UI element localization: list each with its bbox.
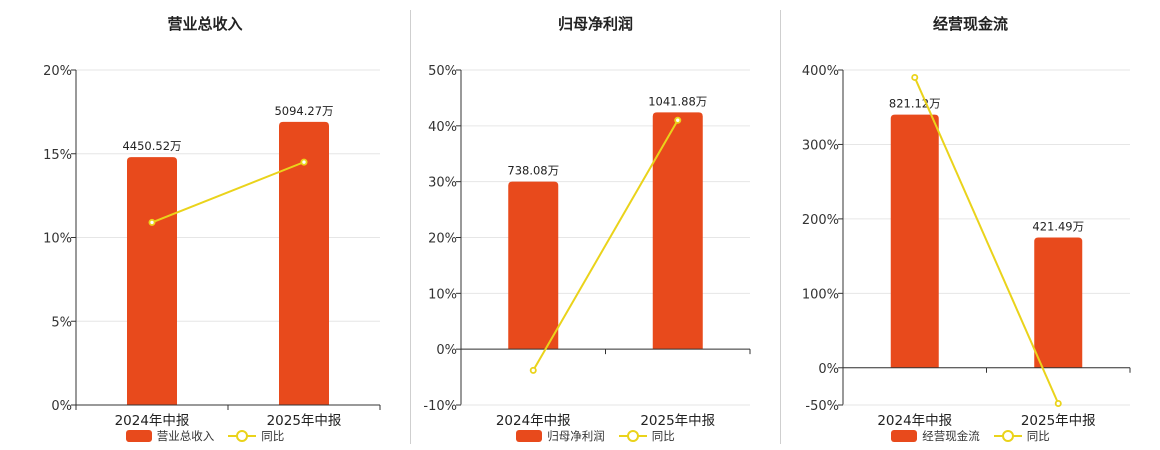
y-tick-label: 5%: [51, 315, 72, 330]
chart-panel-cash-flow: 经营现金流 -50% 0% 100% 200% 300% 400% 821.12万 421.4…: [781, 0, 1160, 450]
yoy-line: [913, 77, 1060, 404]
y-tick-label: 40%: [428, 120, 457, 135]
yoy-point: [674, 116, 682, 124]
legend-line-swatch: [993, 430, 1022, 442]
x-tick-label: 2024年中报: [115, 413, 190, 429]
y-tick-label: 10%: [428, 287, 457, 302]
y-tick-label: 10%: [43, 232, 72, 247]
yoy-line: [151, 161, 305, 224]
yoy-point: [148, 218, 156, 226]
y-tick-label: -50%: [805, 399, 839, 414]
legend-line-label: 同比: [1026, 429, 1050, 443]
x-tick-label: 2025年中报: [1021, 413, 1096, 429]
y-tick-label: 30%: [428, 176, 457, 191]
legend-bar-label: 归母净利润: [547, 429, 605, 443]
legend-bar-label: 经营现金流: [922, 429, 980, 443]
y-tick-label: 100%: [802, 287, 839, 302]
chart-panel-revenue: 营业总收入 0% 5% 10% 15% 20% 4450.52万 5094.27万 2024年…: [0, 0, 410, 450]
yoy-point: [1054, 400, 1062, 408]
legend: 归母净利润 同比: [411, 428, 780, 444]
x-tick-label: 2024年中报: [877, 413, 952, 429]
bar-data-label: 821.12万: [889, 97, 941, 111]
yoy-line: [532, 119, 679, 371]
y-tick-label: 20%: [43, 64, 72, 79]
yoy-point: [529, 366, 537, 374]
bar-data-label: 421.49万: [1032, 220, 1084, 234]
y-tick-label: -10%: [423, 399, 457, 414]
chart-title: 归母净利润: [557, 15, 633, 33]
bar-data-label: 4450.52万: [122, 139, 181, 153]
chart-title: 经营现金流: [932, 15, 1008, 33]
y-tick-label: 300%: [802, 138, 839, 153]
legend-line-label: 同比: [261, 429, 285, 443]
legend-bar-label: 营业总收入: [156, 429, 215, 443]
chart-svg: -10% 0% 10% 20% 30% 40% 50% 738.08万 1041.88万 2024…: [423, 64, 751, 429]
legend-bar-swatch: [891, 430, 918, 442]
bar: [279, 121, 329, 406]
bar: [508, 181, 559, 350]
x-tick-label: 2025年中报: [640, 413, 715, 429]
legend-bar-swatch: [125, 430, 152, 442]
bar: [652, 112, 703, 350]
x-tick-label: 2024年中报: [496, 413, 571, 429]
chart-title: 营业总收入: [167, 15, 243, 33]
y-tick-label: 400%: [802, 64, 839, 79]
bar: [127, 157, 177, 405]
y-tick-label: 50%: [428, 64, 457, 79]
y-tick-label: 0%: [818, 362, 839, 377]
chart-panel-net-profit: 归母净利润 -10% 0% 10% 20% 30% 40% 50% 738.08万 1041.8…: [411, 0, 780, 450]
bar-data-label: 5094.27万: [274, 104, 333, 118]
bar: [1034, 237, 1083, 368]
panel-divider: [410, 10, 411, 444]
bar-data-label: 1041.88万: [648, 94, 707, 108]
legend: 经营现金流 同比: [781, 428, 1160, 444]
panel-divider: [780, 10, 781, 444]
y-tick-label: 20%: [428, 232, 457, 247]
y-tick-label: 15%: [43, 148, 72, 163]
legend-line-swatch: [228, 430, 257, 442]
legend-bar-swatch: [516, 430, 543, 442]
x-tick-label: 2025年中报: [267, 413, 342, 429]
bar-data-label: 738.08万: [507, 164, 559, 178]
yoy-point: [911, 73, 919, 81]
chart-svg: -50% 0% 100% 200% 300% 400% 821.12万 421.49万 2024…: [802, 64, 1131, 429]
y-tick-label: 0%: [436, 343, 457, 358]
y-tick-label: 200%: [802, 213, 839, 228]
bar: [890, 114, 939, 368]
legend-line-label: 同比: [651, 429, 675, 443]
legend: 营业总收入 同比: [0, 428, 410, 444]
yoy-point: [300, 158, 308, 166]
y-tick-label: 0%: [51, 399, 72, 414]
legend-line-swatch: [618, 430, 647, 442]
chart-svg: 0% 5% 10% 15% 20% 4450.52万 5094.27万 2024年中报 2025…: [43, 64, 381, 429]
